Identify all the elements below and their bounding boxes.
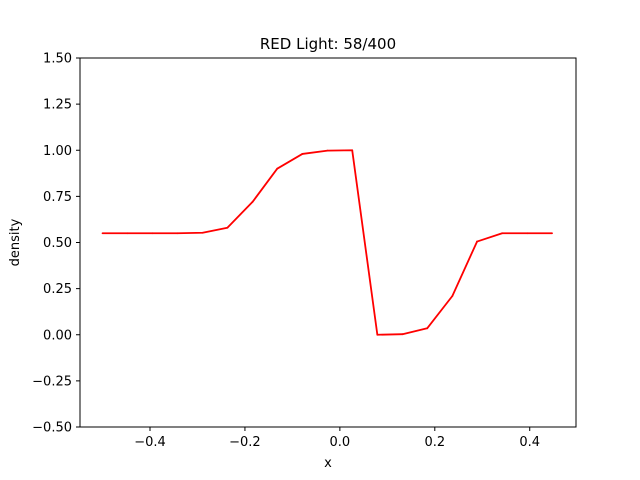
data-point: [251, 201, 254, 203]
y-tick-label: 0.50: [43, 236, 72, 251]
y-axis-ticks: −0.50 −0.25 0.00 0.25 0.50 0.75 1.00 1.25 1.50: [32, 52, 80, 436]
data-point: [351, 149, 354, 152]
x-tick-label: 0.4: [519, 435, 540, 450]
y-tick-label: 1.25: [43, 98, 72, 113]
data-point: [551, 232, 553, 235]
y-axis-label: density: [8, 218, 23, 266]
data-point: [176, 232, 179, 235]
x-tick-label: 0.2: [424, 435, 445, 450]
data-point: [326, 149, 329, 152]
data-point: [301, 153, 304, 155]
density-line: [102, 149, 553, 336]
chart-title: RED Light: 58/400: [260, 35, 396, 53]
data-point: [401, 333, 404, 336]
plot-series: [101, 149, 553, 336]
y-tick-label: 1.00: [43, 144, 72, 159]
x-tick-label: −0.2: [229, 435, 261, 450]
y-tick-label: 0.00: [43, 328, 72, 343]
data-point: [426, 327, 429, 330]
y-tick-label: 0.25: [43, 282, 72, 297]
data-point: [451, 295, 454, 297]
y-tick-label: −0.50: [32, 421, 72, 436]
x-axis-label: x: [324, 456, 332, 471]
data-point: [226, 226, 229, 229]
x-axis-ticks: −0.4 −0.2 0.0 0.2 0.4: [134, 427, 540, 450]
data-point: [201, 231, 204, 234]
y-tick-label: 1.50: [43, 52, 72, 67]
data-point: [476, 240, 478, 243]
data-point: [526, 232, 529, 235]
x-tick-label: −0.4: [134, 435, 166, 450]
data-point: [151, 232, 154, 235]
data-point: [376, 333, 379, 336]
y-tick-label: −0.25: [32, 374, 72, 389]
plot-frame: [79, 57, 577, 428]
x-tick-label: 0.0: [330, 435, 351, 450]
data-point: [501, 232, 504, 235]
y-tick-label: 0.75: [43, 190, 72, 205]
data-point: [126, 232, 129, 235]
data-point: [276, 167, 279, 170]
data-point: [101, 232, 104, 235]
